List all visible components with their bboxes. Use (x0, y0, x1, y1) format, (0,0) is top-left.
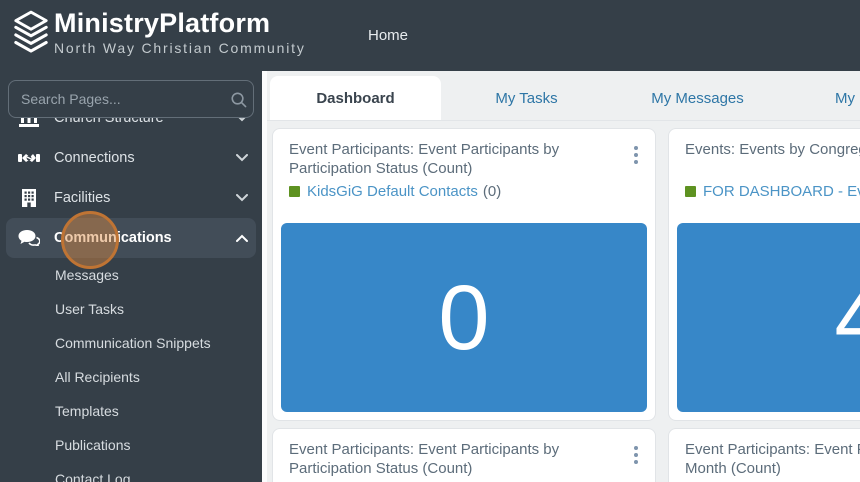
top-header: MinistryPlatform North Way Christian Com… (0, 0, 860, 71)
card-legend: TEST Event Participants (0) (273, 478, 655, 482)
app-name: MinistryPlatform (54, 8, 271, 38)
communications-submenu: Messages User Tasks Communication Snippe… (0, 258, 262, 482)
tab-my-cutoff[interactable]: My (835, 89, 855, 107)
sidebar-search (0, 71, 262, 118)
legend-swatch (289, 186, 300, 197)
kebab-menu-icon[interactable] (623, 141, 649, 169)
sidebar-menu: Church Structure Connections Facilities (0, 98, 262, 482)
app-logo[interactable]: MinistryPlatform North Way Christian Com… (12, 8, 306, 56)
legend-link[interactable]: FOR DASHBOARD - Eve (703, 183, 860, 200)
search-icon[interactable] (223, 91, 253, 108)
submenu-item-templates[interactable]: Templates (55, 403, 119, 419)
sidebar-item-connections[interactable]: Connections (0, 138, 262, 178)
dashboard-card-participants-by-month: Event Participants: Event P Month (Count… (668, 428, 860, 482)
search-box[interactable] (8, 80, 254, 118)
metric-chart-area[interactable]: 4 (677, 223, 860, 412)
card-legend: Rooted Default Contacts (669, 478, 860, 482)
metric-value: 4 (834, 266, 860, 369)
card-title: Event Participants: Event Participants b… (289, 441, 560, 477)
chevron-down-icon (236, 154, 248, 162)
submenu-item-communication-snippets[interactable]: Communication Snippets (55, 335, 211, 351)
tab-my-tasks[interactable]: My Tasks (495, 89, 558, 107)
card-title-line2: Month (Count) (685, 460, 781, 477)
layers-logo-icon (14, 10, 48, 53)
submenu-item-all-recipients[interactable]: All Recipients (55, 369, 140, 385)
card-title: Event Participants: Event Participants b… (289, 141, 560, 177)
sidebar-item-communications[interactable]: Communications (6, 218, 256, 258)
card-title: Events: Events by Congreg (685, 141, 860, 158)
org-name: North Way Christian Community (54, 40, 306, 56)
metric-value: 0 (438, 266, 490, 369)
search-input[interactable] (9, 91, 223, 107)
dashboard-card-participation-status-kidsgig: Event Participants: Event Participants b… (272, 128, 656, 421)
tab-dashboard[interactable]: Dashboard (270, 76, 441, 120)
sidebar-item-label: Connections (54, 150, 135, 166)
main-content: Dashboard My Tasks My Messages My Event … (262, 71, 860, 482)
submenu-item-publications[interactable]: Publications (55, 437, 131, 453)
building-icon (18, 188, 40, 208)
dashboard-card-events-by-congregation: Events: Events by Congreg FOR DASHBOARD … (668, 128, 860, 421)
sidebar-item-label: Communications (54, 230, 172, 246)
handshake-icon (18, 148, 40, 168)
card-legend: KidsGiG Default Contacts (0) (273, 178, 655, 200)
legend-swatch (685, 186, 696, 197)
dashboard-card-participation-status-test: Event Participants: Event Participants b… (272, 428, 656, 482)
submenu-item-messages[interactable]: Messages (55, 267, 119, 283)
kebab-menu-icon[interactable] (623, 441, 649, 469)
submenu-item-contact-log[interactable]: Contact Log (55, 471, 131, 482)
card-legend: FOR DASHBOARD - Eve (669, 178, 860, 200)
tab-bar: Dashboard My Tasks My Messages My (262, 71, 860, 121)
sidebar-item-label: Facilities (54, 190, 111, 206)
nav-home[interactable]: Home (368, 27, 409, 44)
chevron-down-icon (236, 194, 248, 202)
chat-bubbles-icon (18, 228, 40, 248)
sidebar: Church Structure Connections Facilities (0, 71, 262, 482)
card-title-line1: Event Participants: Event P (685, 441, 860, 458)
metric-chart-area[interactable]: 0 (281, 223, 647, 412)
tab-my-messages[interactable]: My Messages (651, 89, 744, 107)
sidebar-item-facilities[interactable]: Facilities (0, 178, 262, 218)
chevron-up-icon (236, 234, 248, 242)
content-scrollbar-track (262, 71, 267, 482)
legend-count: (0) (482, 183, 502, 200)
submenu-item-user-tasks[interactable]: User Tasks (55, 301, 124, 317)
legend-link[interactable]: KidsGiG Default Contacts (307, 183, 478, 200)
